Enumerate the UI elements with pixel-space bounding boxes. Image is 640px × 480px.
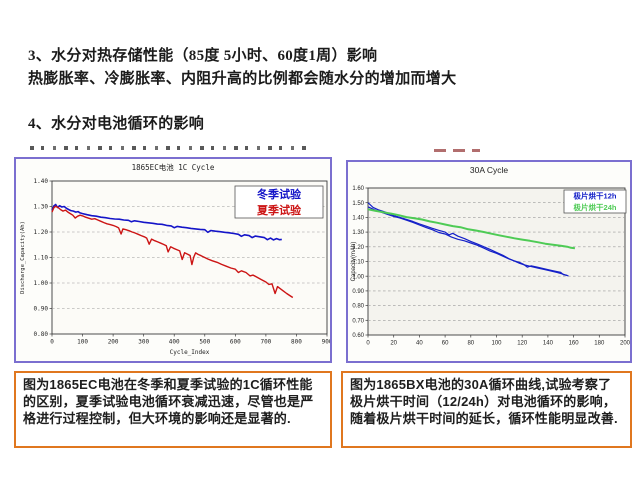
svg-text:80: 80 (467, 341, 474, 347)
svg-text:0.80: 0.80 (34, 331, 49, 338)
svg-text:0.90: 0.90 (34, 306, 49, 313)
svg-text:1.20: 1.20 (352, 245, 364, 251)
svg-text:1.10: 1.10 (34, 255, 49, 262)
svg-text:1.20: 1.20 (34, 229, 49, 236)
drying-time-cycle-chart-panel: 0.60 0.70 0.80 0.90 1.00 1.10 1.20 1.30 1.40 1.50… (346, 160, 632, 363)
svg-text:1.30: 1.30 (34, 204, 49, 211)
winter-summer-cycle-chart-panel: 0.80 0.90 1.00 1.10 1.20 1.30 1.40 0 100 200 300 40… (14, 157, 332, 363)
svg-text:0.60: 0.60 (352, 333, 364, 339)
svg-text:200: 200 (620, 341, 630, 347)
svg-text:300: 300 (138, 339, 149, 346)
svg-text:夏季试验: 夏季试验 (257, 203, 302, 217)
svg-text:极片烘干12h: 极片烘干12h (574, 190, 617, 200)
svg-text:20: 20 (390, 341, 397, 347)
svg-text:30A Cycle: 30A Cycle (470, 165, 509, 175)
svg-text:500: 500 (199, 339, 210, 346)
svg-text:400: 400 (169, 339, 180, 346)
svg-text:1.40: 1.40 (34, 178, 49, 185)
svg-text:极片烘干24h: 极片烘干24h (574, 202, 617, 212)
svg-text:Discharge_Capacity(Ah): Discharge_Capacity(Ah) (20, 221, 26, 294)
svg-text:0.70: 0.70 (352, 318, 364, 324)
svg-text:1.00: 1.00 (34, 280, 49, 287)
caption-left-1865ec: 图为1865EC电池在冬季和夏季试验的1C循环性能的区别，夏季试验电池循环衰减迅… (14, 371, 332, 448)
heading-expansion-resistance-note: 热膨胀率、冷膨胀率、内阻升高的比例都会随水分的增加而增大 (28, 71, 457, 87)
svg-text:800: 800 (291, 339, 302, 346)
svg-text:700: 700 (260, 339, 271, 346)
svg-text:0.80: 0.80 (352, 304, 364, 310)
heading-4-moisture-cycle-effect: 4、水分对电池循环的影响 (28, 116, 205, 132)
svg-text:60: 60 (442, 341, 449, 347)
svg-text:Cycle_Index: Cycle_Index (170, 349, 210, 356)
svg-text:200: 200 (108, 339, 119, 346)
svg-text:1865EC电池 1C Cycle: 1865EC电池 1C Cycle (132, 162, 215, 172)
svg-text:600: 600 (230, 339, 241, 346)
svg-text:Capacity(mAh): Capacity(mAh) (351, 242, 357, 282)
caption-right-1865bx: 图为1865BX电池的30A循环曲线,试验考察了极片烘干时间（12/24h）对电… (341, 371, 632, 448)
right-chart-30a-cycle: 0.60 0.70 0.80 0.90 1.00 1.10 1.20 1.30 1.40 1.50… (351, 165, 630, 347)
svg-text:1.40: 1.40 (352, 216, 364, 222)
svg-text:1.00: 1.00 (352, 274, 364, 280)
svg-text:0: 0 (366, 341, 370, 347)
svg-text:1.60: 1.60 (352, 186, 364, 192)
svg-text:0.90: 0.90 (352, 289, 364, 295)
svg-text:120: 120 (517, 341, 528, 347)
cropped-text-fragments-dark (30, 146, 312, 150)
svg-text:40: 40 (416, 341, 423, 347)
svg-text:100: 100 (491, 341, 502, 347)
svg-text:1.30: 1.30 (352, 230, 364, 236)
svg-text:140: 140 (543, 341, 554, 347)
svg-text:160: 160 (569, 341, 580, 347)
cropped-text-fragments-red (434, 149, 480, 152)
svg-text:0: 0 (50, 339, 54, 346)
heading-3-moisture-thermal-storage: 3、水分对热存储性能（85度 5小时、60度1周）影响 (28, 48, 378, 64)
svg-text:1.50: 1.50 (352, 201, 364, 207)
svg-text:100: 100 (77, 339, 88, 346)
left-chart-1c-cycle: 0.80 0.90 1.00 1.10 1.20 1.30 1.40 0 100 200 300 40… (20, 162, 330, 356)
svg-text:1.10: 1.10 (352, 260, 364, 266)
svg-text:900: 900 (322, 339, 330, 346)
svg-text:180: 180 (594, 341, 605, 347)
svg-text:冬季试验: 冬季试验 (257, 187, 302, 201)
